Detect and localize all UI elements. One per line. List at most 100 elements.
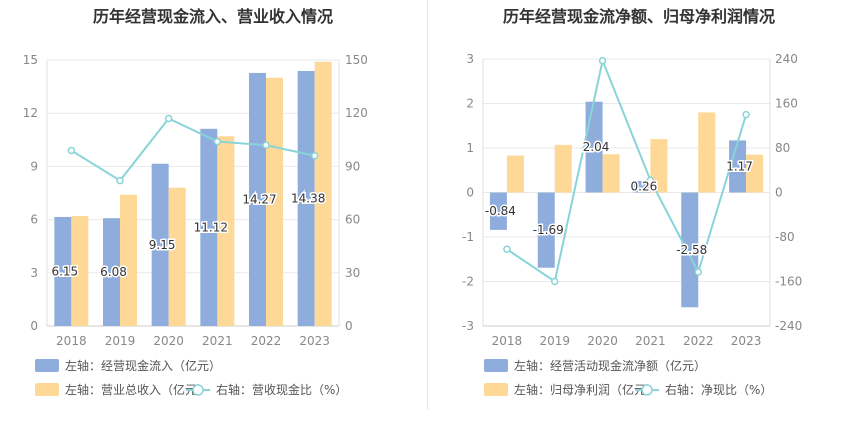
chart-title: 历年经营现金流净额、归母净利润情况 — [503, 7, 775, 26]
line-series — [70, 117, 315, 182]
y-right-tick-label: 160 — [775, 97, 798, 111]
legend-line-marker — [192, 384, 204, 396]
line-point — [503, 245, 511, 253]
y-right-tick-label: -240 — [775, 319, 802, 333]
y-right-tick-label: 240 — [775, 52, 798, 66]
bar-data-label: 0.26 — [631, 180, 658, 194]
line-point — [694, 268, 702, 276]
x-tick-label: 2020 — [587, 334, 618, 348]
y-left-tick-label: 12 — [23, 106, 38, 120]
bar-data-label: 6.15 — [51, 264, 78, 278]
bar-data-label: -2.58 — [676, 243, 707, 257]
x-tick-label: 2020 — [153, 334, 184, 348]
y-right-tick-label: 90 — [345, 159, 360, 173]
legend-swatch — [35, 383, 59, 396]
y-right-tick-label: 0 — [345, 319, 353, 333]
bar-series-2 — [314, 61, 332, 326]
line-point — [213, 137, 222, 146]
legend-swatch — [484, 383, 508, 396]
bar-series-2 — [650, 139, 668, 193]
line-point — [262, 141, 270, 149]
y-left-tick-label: -1 — [462, 230, 474, 244]
bar-data-label: -0.84 — [485, 204, 516, 218]
x-tick-label: 2023 — [731, 334, 762, 348]
bar-series-2 — [602, 154, 620, 193]
legend-label: 左轴：经营现金流入（亿元） — [65, 358, 221, 373]
y-right-tick-label: 120 — [345, 106, 368, 120]
bar-series-2 — [71, 216, 89, 326]
bar-series-1 — [633, 180, 651, 193]
chart-net-cashflow-profit: 历年经营现金流净额、归母净利润情况 -3 -2 -1 0 1 2 3 -240 -160 -80 0 8… — [462, 7, 802, 397]
bar-series-1 — [489, 192, 507, 230]
line-series — [506, 57, 748, 284]
x-tick-label: 2022 — [683, 334, 714, 348]
bar-series-2 — [746, 154, 764, 193]
legend-label: 左轴：营业总收入（亿元） — [65, 382, 209, 397]
line-point — [67, 146, 76, 155]
y-left-tick-label: 3 — [30, 266, 38, 280]
chart-cash-inflow-revenue: 历年经营现金流入、营业收入情况0369121503060901201502018… — [23, 7, 368, 397]
x-tick-label: 2018 — [56, 334, 87, 348]
bar-series-1 — [249, 72, 266, 326]
x-tick-label: 2019 — [105, 334, 136, 348]
y-left-tick-label: 1 — [466, 141, 474, 155]
line-point — [551, 277, 559, 286]
legend-swatch — [35, 359, 59, 372]
line-point — [310, 152, 319, 160]
y-left-tick-label: 2 — [466, 97, 474, 111]
x-tick-label: 2023 — [299, 334, 330, 348]
y-right-tick-label: 60 — [345, 213, 360, 227]
bar-data-label: 6.08 — [100, 265, 127, 279]
bar-series-2 — [120, 194, 137, 326]
bar-series-2 — [554, 144, 572, 193]
bar-series-2 — [698, 112, 716, 193]
y-left-tick-label: 6 — [30, 213, 38, 227]
y-left-tick-label: 9 — [30, 159, 38, 173]
line-point — [164, 114, 173, 123]
bar-series-2 — [266, 77, 283, 326]
bar-data-label: 1.17 — [726, 159, 753, 173]
line-point — [742, 110, 750, 119]
y-left-tick-label: 15 — [23, 53, 38, 67]
bar-series-1 — [200, 128, 218, 326]
chart-title: 历年经营现金流入、营业收入情况 — [93, 7, 333, 26]
bar-series-1 — [297, 70, 315, 327]
bar-series-2 — [217, 136, 235, 326]
bar-series-1 — [103, 218, 120, 326]
bar-series-2 — [506, 155, 524, 193]
y-left-tick-label: -2 — [462, 275, 474, 289]
bar-series-1 — [151, 163, 169, 326]
x-tick-label: 2021 — [202, 334, 233, 348]
bar-data-label: -1.69 — [533, 223, 564, 237]
y-left-tick-label: -3 — [462, 319, 474, 333]
y-right-tick-label: -80 — [775, 230, 795, 244]
legend-label: 右轴：净现比（%） — [665, 382, 772, 397]
y-right-tick-label: 30 — [345, 266, 360, 280]
y-right-tick-label: 80 — [775, 141, 790, 155]
bar-series-1 — [681, 192, 699, 308]
y-left-tick-label: 0 — [30, 319, 38, 333]
line-point — [598, 56, 607, 65]
x-tick-label: 2022 — [251, 334, 282, 348]
bar-series-2 — [168, 187, 186, 326]
bar-data-label: 9.15 — [149, 238, 176, 252]
x-tick-label: 2018 — [492, 334, 523, 348]
bar-series-1 — [585, 101, 603, 193]
legend-label: 右轴：营收现金比（%） — [216, 382, 347, 397]
y-right-tick-label: 0 — [775, 186, 783, 200]
legend-swatch — [484, 359, 508, 372]
bar-data-label: 14.38 — [291, 191, 325, 205]
panel-divider — [427, 0, 428, 410]
legend-label: 左轴：归母净利润（亿元） — [514, 382, 658, 397]
x-tick-label: 2019 — [539, 334, 570, 348]
bar-series-1 — [54, 216, 72, 326]
legend-label: 左轴：经营活动现金流净额（亿元） — [514, 358, 706, 373]
bar-series-1 — [537, 192, 555, 268]
bar-data-label: 11.12 — [194, 220, 228, 234]
legend-line-marker — [641, 384, 653, 396]
y-right-tick-label: -160 — [775, 275, 802, 289]
y-left-tick-label: 3 — [466, 52, 474, 66]
line-point — [646, 176, 655, 185]
y-right-tick-label: 150 — [345, 53, 368, 67]
y-left-tick-label: 0 — [466, 186, 474, 200]
